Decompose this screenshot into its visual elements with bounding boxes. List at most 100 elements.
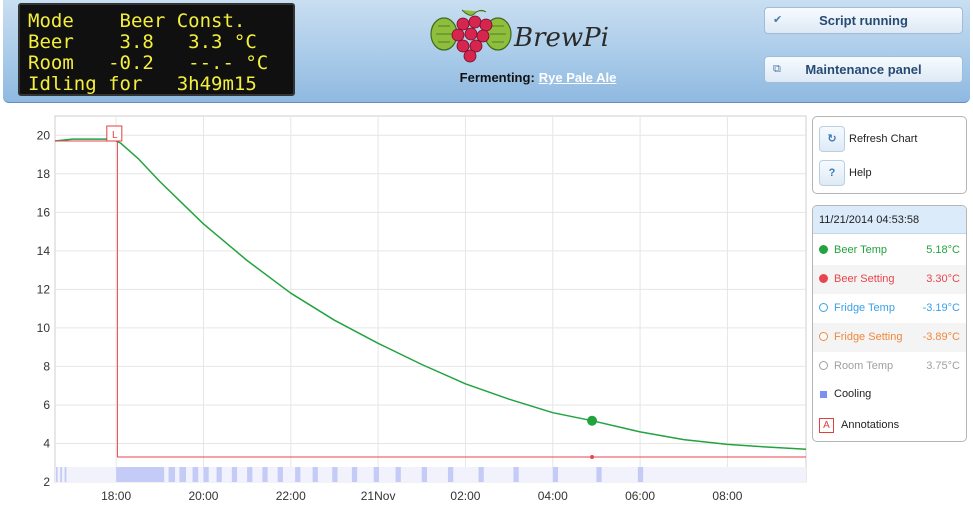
legend-item-value: 3.30°C — [926, 273, 960, 285]
beer-name-link[interactable]: Rye Pale Ale — [538, 70, 617, 85]
cooling-period-bar — [552, 467, 558, 482]
refresh-chart-button[interactable]: ↻ Refresh Chart — [819, 126, 959, 152]
maintenance-panel-button[interactable]: ⧉ Maintenance panel — [764, 56, 963, 83]
cooling-period-bar — [395, 467, 401, 482]
refresh-icon: ↻ — [819, 126, 845, 152]
y-tick-label: 4 — [43, 436, 50, 450]
legend-item-value: -3.89°C — [922, 331, 960, 343]
x-tick-label: 21Nov — [361, 489, 396, 503]
legend-annotations-label: Annotations — [841, 419, 900, 431]
y-tick-label: 2 — [43, 475, 50, 489]
lcd-line-state: Idling for 3h49m15 — [28, 73, 257, 95]
y-tick-label: 10 — [37, 321, 51, 335]
legend-item-beer-setting[interactable]: Beer Setting 3.30°C — [813, 265, 966, 294]
x-tick-label: 02:00 — [450, 489, 480, 503]
cooling-period-bar — [247, 467, 253, 482]
cooling-period-bar — [262, 467, 268, 482]
cooling-period-bar — [192, 467, 199, 482]
legend-item-label: Room Temp — [834, 360, 894, 372]
maintenance-panel-label: Maintenance panel — [805, 62, 922, 77]
plot-area — [54, 115, 807, 483]
lcd-line-room: Room -0.2 --.- °C — [28, 52, 269, 74]
annotation-label: L — [112, 130, 118, 141]
y-tick-label: 12 — [37, 282, 51, 296]
annotation-icon: A — [819, 418, 834, 433]
x-tick-label: 04:00 — [538, 489, 568, 503]
chart-svg[interactable]: 2 4 6 8 10 12 14 16 18 20 18:00 20:00 22:00 21Nov 02:0… — [3, 110, 808, 510]
x-tick-label: 08:00 — [712, 489, 742, 503]
cooling-period-bar — [55, 467, 58, 482]
help-button[interactable]: ? Help — [819, 160, 959, 186]
y-tick-label: 20 — [37, 128, 51, 142]
check-icon: ✔ — [773, 14, 783, 26]
cooling-period-bar — [295, 467, 301, 482]
lcd-line-beer: Beer 3.8 3.3 °C — [28, 31, 257, 53]
legend-item-fridge-temp[interactable]: Fridge Temp -3.19°C — [813, 294, 966, 323]
cooling-period-bar — [116, 467, 165, 482]
legend-item-fridge-setting[interactable]: Fridge Setting -3.89°C — [813, 323, 966, 352]
legend-cooling-label: Cooling — [834, 388, 872, 400]
cooling-period-bar — [168, 467, 176, 482]
fermenting-label: Fermenting: — [459, 70, 535, 85]
legend-item-value: 3.75°C — [926, 360, 960, 372]
lcd-display: Mode Beer Const. Beer 3.8 3.3 °C Room -0… — [18, 3, 295, 96]
legend-item-label: Fridge Temp — [834, 302, 895, 314]
legend-panel: 11/21/2014 04:53:58 Beer Temp 5.18°C Beer … — [812, 205, 967, 442]
chart-controls-panel: ↻ Refresh Chart ? Help — [812, 116, 967, 194]
cooling-period-bar — [447, 467, 454, 482]
cooling-swatch — [820, 391, 827, 398]
legend-item-value: 5.18°C — [926, 244, 960, 256]
legend-item-room-temp[interactable]: Room Temp 3.75°C — [813, 352, 966, 381]
setting-point — [590, 454, 595, 459]
legend-annotations[interactable]: A Annotations — [813, 411, 966, 440]
question-icon: ? — [819, 160, 845, 186]
cooling-period-bar — [277, 467, 283, 482]
cooling-period-bar — [351, 467, 358, 482]
y-tick-label: 6 — [43, 398, 50, 412]
legend-cooling[interactable]: Cooling — [813, 380, 966, 409]
x-tick-label: 22:00 — [276, 489, 306, 503]
cooling-period-bar — [231, 467, 238, 482]
highlight-point — [587, 415, 598, 426]
y-tick-label: 16 — [37, 205, 51, 219]
x-tick-label: 06:00 — [625, 489, 655, 503]
x-tick-label: 20:00 — [188, 489, 218, 503]
cooling-period-bar — [64, 467, 67, 482]
script-running-button[interactable]: ✔ Script running — [764, 7, 963, 34]
legend-marker — [819, 303, 828, 312]
temperature-chart[interactable]: 2 4 6 8 10 12 14 16 18 20 18:00 20:00 22:00 21Nov 02:0… — [3, 110, 808, 510]
legend-marker — [819, 274, 828, 283]
script-running-label: Script running — [819, 13, 908, 28]
legend-marker — [819, 361, 828, 370]
cooling-period-bar — [312, 467, 318, 482]
help-label: Help — [849, 167, 872, 179]
legend-timestamp: 11/21/2014 04:53:58 — [813, 206, 966, 234]
legend-item-label: Fridge Setting — [834, 331, 903, 343]
y-tick-label: 18 — [37, 167, 51, 181]
brewpi-logo: BrewPi — [430, 4, 630, 64]
cooling-period-bar — [60, 467, 62, 482]
legend-marker — [819, 245, 828, 254]
y-tick-label: 14 — [37, 244, 51, 258]
x-tick-label: 18:00 — [101, 489, 131, 503]
refresh-chart-label: Refresh Chart — [849, 133, 918, 145]
cooling-period-bar — [478, 467, 484, 482]
cooling-period-bar — [421, 467, 428, 482]
fermenting-info: Fermenting: Rye Pale Ale — [423, 70, 653, 85]
lcd-line-mode: Mode Beer Const. — [28, 10, 246, 32]
cooling-period-bar — [332, 467, 338, 482]
legend-item-value: -3.19°C — [922, 302, 960, 314]
y-tick-label: 8 — [43, 359, 50, 373]
legend-marker — [819, 332, 828, 341]
legend-item-beer-temp[interactable]: Beer Temp 5.18°C — [813, 236, 966, 265]
top-header: Mode Beer Const. Beer 3.8 3.3 °C Room -0… — [3, 0, 970, 103]
cooling-period-bar — [373, 467, 379, 482]
cooling-period-bar — [203, 467, 209, 482]
cooling-period-bar — [637, 467, 644, 482]
brand-name: BrewPi — [513, 23, 609, 53]
legend-item-label: Beer Setting — [834, 273, 895, 285]
cooling-period-bar — [596, 467, 602, 482]
legend-item-label: Beer Temp — [834, 244, 887, 256]
cooling-period-bar — [513, 467, 519, 482]
cooling-period-bar — [216, 467, 222, 482]
